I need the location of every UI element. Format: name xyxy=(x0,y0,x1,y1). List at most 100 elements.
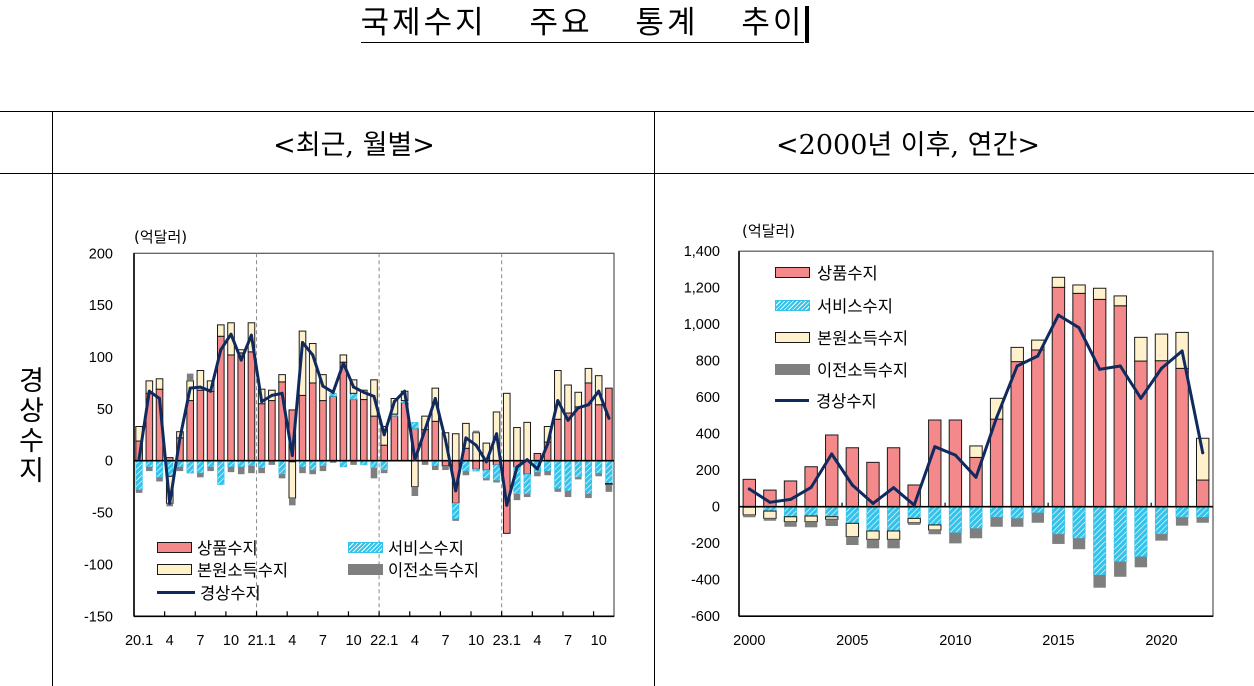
services-balance-bar xyxy=(825,506,839,518)
goods-balance-bar xyxy=(370,415,378,462)
primary-income-bar xyxy=(1196,437,1210,481)
page-title-wrapper: 국제수지 주요 통계 추이 xyxy=(0,4,1170,43)
table-header-divider xyxy=(0,173,1254,174)
primary-income-bar xyxy=(804,515,818,523)
current-account-point xyxy=(546,442,550,446)
secondary-income-bar xyxy=(197,473,204,478)
legend-item-secondary-income: 이전소득수지 xyxy=(348,558,479,580)
current-account-point xyxy=(239,358,243,362)
current-account-point xyxy=(260,400,264,404)
current-account-point xyxy=(331,390,335,394)
current-account-point xyxy=(158,397,161,400)
current-account-point xyxy=(768,500,772,504)
current-account-point xyxy=(209,389,213,393)
secondary-income-bar xyxy=(1155,534,1168,541)
goods-balance-bar xyxy=(308,382,317,462)
primary-income-bar xyxy=(928,524,942,531)
legend-label: 상품수지 xyxy=(817,264,878,283)
table-top-border xyxy=(0,111,1254,112)
primary-income-bar xyxy=(605,483,613,486)
services-balance-bar xyxy=(186,460,194,474)
y-tick-label: -100 xyxy=(84,557,113,573)
current-account-point xyxy=(219,348,223,352)
secondary-income-bar xyxy=(135,489,143,493)
current-account-point xyxy=(809,485,813,489)
current-account-point xyxy=(280,391,284,395)
current-account-point xyxy=(321,384,325,388)
current-account-point xyxy=(912,503,916,507)
x-tick-label: 23.1 xyxy=(493,633,521,649)
services-balance-bar xyxy=(278,460,286,475)
goods-balance-bar xyxy=(329,395,337,462)
monthly-column-header: <최근, 월별> xyxy=(273,130,435,161)
goods-swatch-icon xyxy=(157,541,192,553)
current-account-point xyxy=(352,385,356,389)
secondary-income-bar xyxy=(907,522,921,525)
secondary-income-bar xyxy=(186,373,194,381)
secondary-income-bar xyxy=(513,493,521,501)
secondary-income-bar xyxy=(605,484,613,492)
y-tick-label: 100 xyxy=(89,350,113,366)
secondary-income-bar xyxy=(846,536,859,546)
current-account-point xyxy=(1098,367,1102,371)
services-balance-bar xyxy=(1031,506,1045,514)
services-balance-bar xyxy=(452,502,460,520)
current-account-point xyxy=(433,397,437,400)
secondary-income-bar xyxy=(554,488,562,492)
services-balance-bar xyxy=(309,460,317,471)
secondary-income-swatch-icon xyxy=(775,363,810,375)
secondary-income-bar xyxy=(969,528,983,539)
services-balance-bar xyxy=(349,393,358,400)
goods-balance-bar xyxy=(227,354,235,462)
secondary-income-bar xyxy=(1114,561,1127,577)
secondary-income-bar xyxy=(176,466,184,472)
primary-income-bar xyxy=(763,510,777,519)
current-account-point xyxy=(484,460,488,464)
services-balance-bar xyxy=(472,468,480,472)
services-balance-bar xyxy=(1154,506,1168,535)
services-balance-bar xyxy=(298,460,307,468)
services-balance-bar xyxy=(928,506,942,526)
current-account-point xyxy=(892,486,896,490)
current-account-point xyxy=(178,436,182,440)
goods-balance-bar xyxy=(431,420,440,462)
current-account-point xyxy=(953,453,957,457)
primary-income-bar xyxy=(155,378,164,390)
x-tick-label: 7 xyxy=(196,633,204,649)
primary-income-swatch-icon xyxy=(157,563,192,575)
current-account-point xyxy=(341,361,345,365)
secondary-income-bar xyxy=(523,493,531,498)
secondary-income-bar xyxy=(258,467,265,474)
y-tick-label: 400 xyxy=(696,427,720,443)
legend-item-goods: 상품수지 xyxy=(775,261,878,283)
legend-item-current-account: 경상수지 xyxy=(157,581,261,603)
services-balance-bar xyxy=(887,506,901,532)
current-account-point xyxy=(301,341,304,344)
x-tick-label: 10 xyxy=(346,633,362,649)
secondary-income-bar xyxy=(1093,574,1106,588)
y-tick-label: 1,000 xyxy=(684,317,720,333)
goods-balance-bar xyxy=(237,352,246,462)
x-tick-label: 10 xyxy=(223,633,239,649)
secondary-income-bar xyxy=(949,532,962,544)
services-balance-bar xyxy=(804,506,818,517)
primary-income-bar xyxy=(1010,346,1024,363)
current-account-point xyxy=(362,390,366,394)
current-account-point xyxy=(403,389,407,393)
primary-income-bar xyxy=(462,422,470,449)
y-tick-label: -200 xyxy=(691,536,720,552)
y-tick-label: 150 xyxy=(89,298,113,314)
services-balance-bar xyxy=(492,464,501,481)
y-tick-label: -50 xyxy=(92,506,113,522)
text-cursor-bar xyxy=(805,6,810,43)
current-account-point xyxy=(311,353,315,357)
legend-label: 경상수지 xyxy=(200,584,261,603)
primary-income-bar xyxy=(969,445,983,458)
secondary-income-bar xyxy=(1072,538,1086,550)
goods-balance-bar xyxy=(339,361,348,462)
goods-balance-bar xyxy=(268,400,276,462)
current-account-point xyxy=(933,445,937,449)
services-balance-bar xyxy=(217,460,225,485)
current-account-point xyxy=(270,393,274,397)
secondary-income-bar xyxy=(564,490,572,498)
